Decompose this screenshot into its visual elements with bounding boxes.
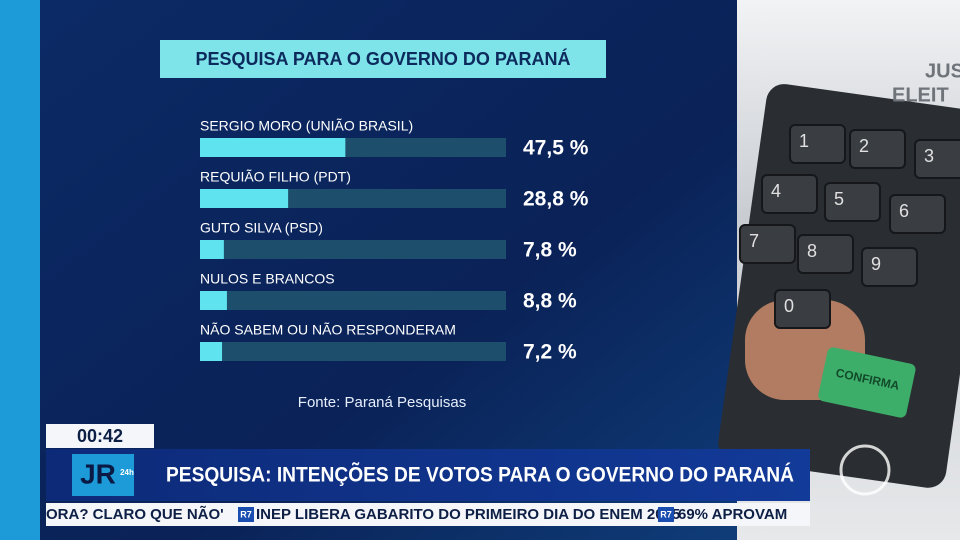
key-label: 7 — [749, 231, 759, 251]
bars: SERGIO MORO (UNIÃO BRASIL) 47,5 % REQUIÃO … — [200, 118, 589, 364]
clock-box — [46, 424, 154, 448]
logo-badge: 24h — [120, 468, 134, 477]
r7-badge — [238, 507, 254, 522]
bar-track — [200, 291, 506, 310]
value-label: 7,2 % — [523, 341, 577, 364]
chart-title: PESQUISA PARA O GOVERNO DO PARANÁ — [195, 48, 570, 69]
key-label: 9 — [871, 254, 881, 274]
bar — [200, 189, 289, 208]
value-label: 28,8 % — [523, 188, 589, 211]
clock: 00:42 — [77, 426, 123, 446]
r7-label: R7 — [240, 509, 252, 519]
category-label: GUTO SILVA (PSD) — [200, 220, 323, 236]
category-label: NÃO SABEM OU NÃO RESPONDERAM — [200, 322, 456, 338]
value-label: 7,8 % — [523, 239, 577, 262]
key — [761, 174, 818, 214]
bar — [200, 138, 346, 157]
key-label: 4 — [771, 181, 781, 201]
title-box — [160, 40, 606, 78]
ticker-bar — [46, 503, 810, 526]
key — [889, 194, 946, 234]
bar — [200, 342, 223, 361]
key-label: 1 — [799, 131, 809, 151]
bar — [200, 240, 224, 259]
key — [824, 182, 881, 222]
key-label: 5 — [834, 189, 844, 209]
lower-third — [46, 449, 810, 501]
r7-label: R7 — [660, 509, 672, 519]
key — [797, 234, 854, 274]
confirm-key — [818, 347, 916, 418]
logo-box — [72, 454, 134, 496]
category-label: NULOS E BRANCOS — [200, 271, 335, 287]
ticker: ORA? CLARO QUE NÃO' R7 INEP LIBERA GABARIT… — [46, 505, 787, 523]
key — [861, 247, 918, 287]
key-label: 0 — [784, 296, 794, 316]
key-label: 2 — [859, 136, 869, 156]
value-label: 47,5 % — [523, 137, 589, 160]
r7-badge — [658, 507, 674, 522]
key — [739, 224, 796, 264]
sign-text: JUS — [925, 60, 960, 82]
bar-track — [200, 240, 506, 259]
category-label: SERGIO MORO (UNIÃO BRASIL) — [200, 118, 413, 134]
source: Fonte: Paraná Pesquisas — [298, 394, 466, 411]
side-strip — [0, 0, 40, 540]
key-label: 8 — [807, 241, 817, 261]
channel-logo — [839, 444, 891, 496]
key — [849, 129, 906, 169]
bar — [200, 291, 227, 310]
ticker-text: 69% APROVAM — [678, 506, 787, 523]
key-label: 6 — [899, 201, 909, 221]
key-label: 3 — [924, 146, 934, 166]
ticker-text: INEP LIBERA GABARITO DO PRIMEIRO DIA DO … — [256, 506, 680, 523]
key — [774, 289, 831, 329]
category-label: REQUIÃO FILHO (PDT) — [200, 169, 351, 185]
headline: PESQUISA: INTENÇÕES DE VOTOS PARA O GOVE… — [166, 463, 794, 487]
bar-track — [200, 342, 506, 361]
value-label: 8,8 % — [523, 290, 577, 313]
logo: JR — [80, 458, 116, 489]
key — [914, 139, 960, 179]
key — [789, 124, 846, 164]
ticker-text: ORA? CLARO QUE NÃO' — [46, 505, 224, 523]
sign-text: ELEIT — [892, 84, 949, 106]
